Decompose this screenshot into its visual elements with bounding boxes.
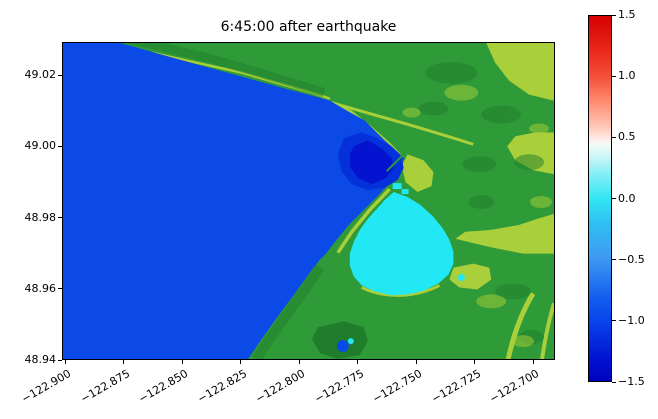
x-tick-mark: [64, 360, 66, 364]
x-tick-label: −122.725: [429, 367, 484, 406]
breakwater: [385, 151, 407, 172]
y-tick-mark: [58, 145, 62, 147]
colorbar-tick-label: −1.0: [618, 313, 645, 327]
colorbar-tick-mark: [612, 14, 616, 16]
y-tick-label: 48.94: [24, 353, 57, 366]
lowland-marsh-east-of-bay: [449, 263, 492, 290]
bay-south-fringe: [361, 284, 441, 297]
south-shore-lake: [311, 321, 368, 359]
x-tick-mark: [123, 360, 125, 364]
x-tick-mark: [415, 360, 417, 364]
bay-region: [349, 192, 454, 296]
x-tick-mark: [181, 360, 183, 364]
x-tick-mark: [474, 360, 475, 364]
chart-title: 6:45:00 after earthquake: [220, 19, 397, 35]
x-tick-mark: [298, 360, 300, 364]
marina-basin-2: [401, 189, 409, 195]
x-tick-label: −122.900: [19, 367, 74, 406]
marina-basin-1: [392, 183, 402, 190]
y-tick-label: 48.96: [24, 281, 57, 295]
x-tick-label: −122.875: [78, 367, 133, 406]
x-tick-label: −122.700: [487, 367, 542, 406]
colorbar-tick-label: 0.5: [618, 130, 636, 144]
plot-area: [62, 42, 555, 360]
x-tick-label: −122.750: [370, 367, 425, 406]
x-tick-label: −122.850: [136, 367, 191, 406]
colorbar: [588, 15, 612, 382]
pond-east-of-bay: [457, 274, 465, 281]
x-tick-mark: [357, 360, 359, 364]
stream-bottom-right-2: [540, 302, 554, 359]
lowland-river-band: [455, 213, 554, 254]
x-tick-label: −122.775: [312, 367, 367, 406]
y-tick-mark: [58, 359, 62, 361]
colorbar-tick-label: 0.0: [618, 191, 636, 205]
y-tick-label: 49.02: [24, 68, 57, 82]
x-tick-label: −122.800: [253, 367, 308, 406]
colorbar-tick-label: 1.5: [618, 8, 636, 21]
x-tick-mark: [240, 360, 242, 364]
colorbar-tick-label: −1.5: [618, 375, 645, 388]
colorbar-tick-mark: [612, 75, 616, 77]
y-tick-mark: [58, 74, 62, 76]
lake-water: [336, 340, 349, 353]
river-east: [331, 101, 474, 146]
lowland-isthmus-patch: [401, 154, 434, 193]
land-texture-light: [402, 66, 553, 348]
map-canvas: [63, 43, 554, 359]
stream-bottom-right-1: [505, 292, 536, 359]
y-tick-label: 48.98: [24, 210, 57, 224]
x-tick-mark: [532, 360, 534, 364]
colorbar-tick-label: −0.5: [618, 252, 645, 266]
y-tick-mark: [58, 217, 62, 219]
deep-drawdown-core: [349, 140, 394, 185]
colorbar-tick-mark: [612, 381, 616, 383]
colorbar-tick-label: 1.0: [618, 69, 636, 83]
x-tick-label: −122.825: [195, 367, 250, 406]
ocean-region: [63, 43, 405, 359]
sand-spit: [336, 187, 391, 254]
colorbar-tick-mark: [612, 198, 616, 199]
y-tick-label: 49.00: [24, 139, 57, 153]
colorbar-tick-mark: [612, 320, 616, 322]
colorbar-tick-mark: [612, 259, 616, 261]
y-tick-mark: [58, 288, 62, 290]
colorbar-tick-mark: [612, 136, 616, 138]
